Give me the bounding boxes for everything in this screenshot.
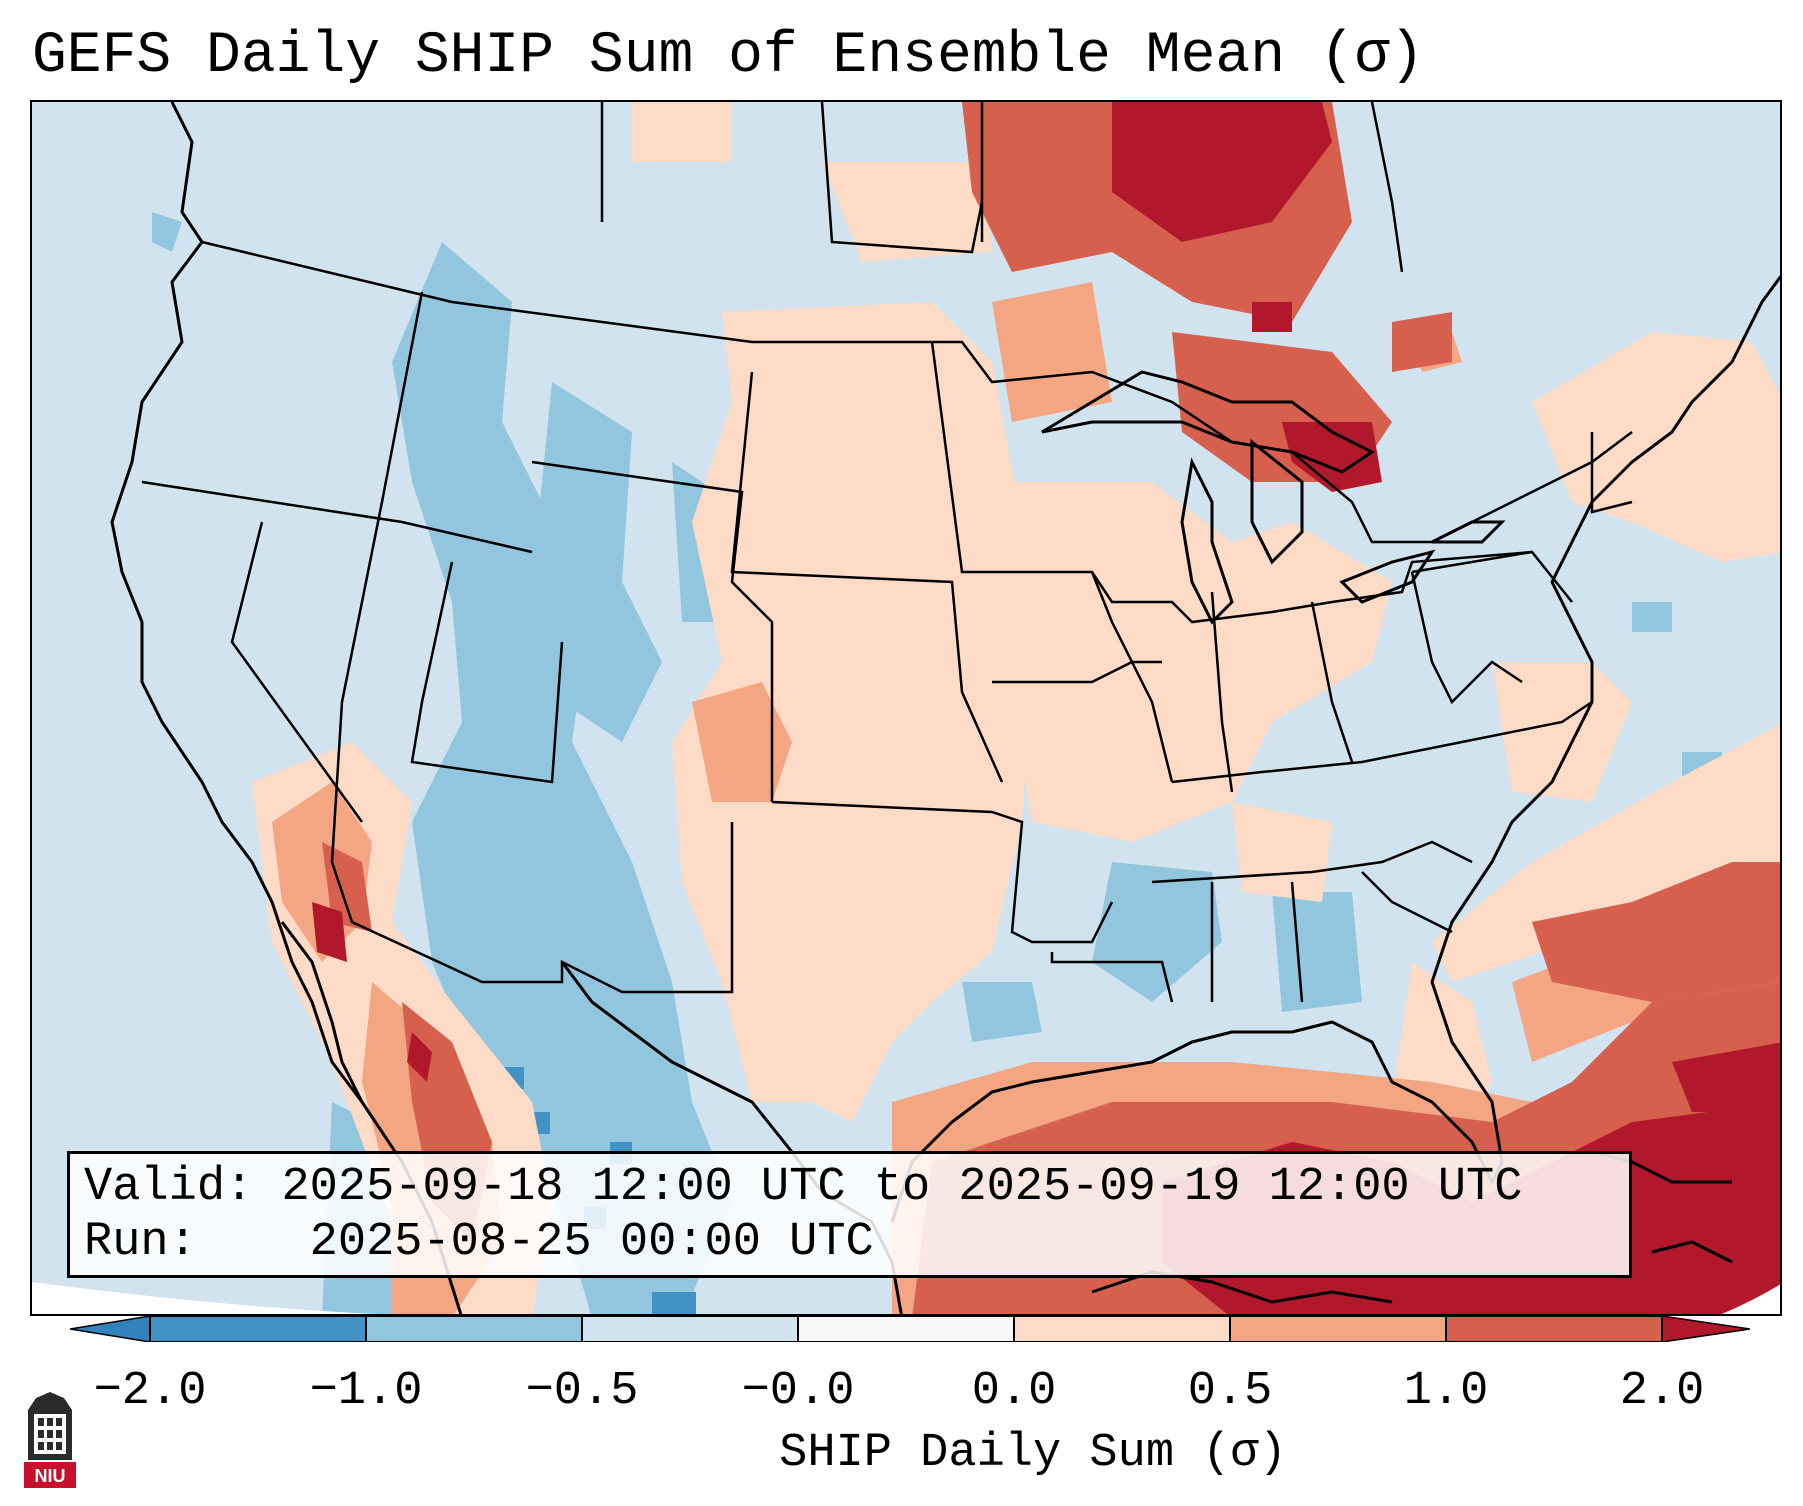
colorbar-ticks bbox=[149, 1316, 1663, 1342]
state-borders bbox=[141, 102, 1633, 1003]
colorbar-tick-label: −2.0 bbox=[93, 1365, 207, 1418]
colorbar-label: SHIP Daily Sum (σ) bbox=[779, 1427, 1287, 1480]
colorbar-extend-min bbox=[70, 1316, 151, 1342]
run-label: Run: bbox=[84, 1216, 197, 1269]
niu-logo-text: NIU bbox=[35, 1466, 66, 1486]
colorbar-tick-label: −0.0 bbox=[741, 1365, 855, 1418]
colorbar-extend-max bbox=[1661, 1316, 1750, 1342]
colorbar-bin bbox=[1446, 1316, 1662, 1342]
map-panel[interactable] bbox=[30, 100, 1782, 1316]
colorbar-bin bbox=[798, 1316, 1014, 1342]
map-canvas bbox=[32, 102, 1780, 1314]
valid-label: Valid: bbox=[84, 1161, 254, 1214]
valid-time-box: Valid: 2025-09-18 12:00 UTC to 2025-09-1… bbox=[67, 1151, 1632, 1278]
colorbar-tick-label: 2.0 bbox=[1619, 1365, 1705, 1418]
valid-time-text: 2025-09-18 12:00 UTC to 2025-09-19 12:00… bbox=[281, 1161, 1523, 1214]
colorbar-bin bbox=[582, 1316, 798, 1342]
colorbar-bin bbox=[366, 1316, 582, 1342]
projection-edge-left bbox=[32, 1282, 375, 1314]
niu-logo: NIU bbox=[24, 1392, 76, 1488]
run-time-text: 2025-08-25 00:00 UTC bbox=[309, 1216, 874, 1269]
colorbar-tick-label: 0.5 bbox=[1187, 1365, 1273, 1418]
colorbar bbox=[70, 1316, 1750, 1342]
colorbar-bin bbox=[150, 1316, 366, 1342]
colorbar-tick-label: 0.0 bbox=[971, 1365, 1057, 1418]
colorbar-tick-label: −0.5 bbox=[525, 1365, 639, 1418]
colorbar-bin bbox=[1230, 1316, 1446, 1342]
projection-edge-right bbox=[1721, 1284, 1780, 1314]
colorbar-tick-label: −1.0 bbox=[309, 1365, 423, 1418]
colorbar-bin bbox=[1014, 1316, 1230, 1342]
page-title: GEFS Daily SHIP Sum of Ensemble Mean (σ) bbox=[32, 24, 1425, 89]
great-lakes bbox=[1041, 370, 1506, 625]
colorbar-tick-label: 1.0 bbox=[1403, 1365, 1489, 1418]
